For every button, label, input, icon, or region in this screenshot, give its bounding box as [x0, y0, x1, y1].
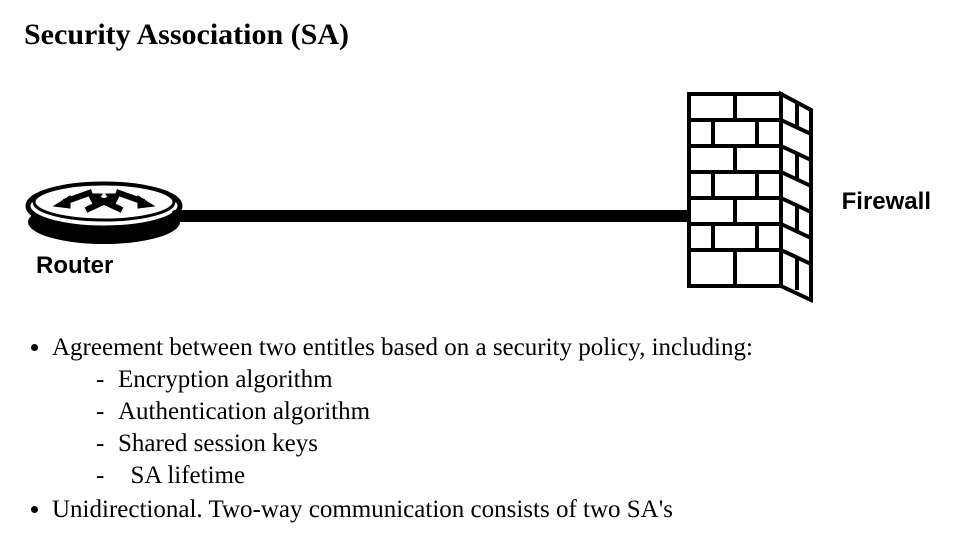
page-title: Security Association (SA): [24, 18, 935, 52]
firewall-label: Firewall: [842, 188, 931, 216]
sub-item-text: SA lifetime: [131, 462, 246, 489]
agreement-text: Agreement between two entitles based on …: [52, 334, 753, 361]
sub-item: -Shared session keys: [96, 428, 935, 460]
connection-line: [172, 210, 715, 222]
unidirectional-text: Unidirectional. Two-way communication co…: [52, 496, 673, 523]
router-icon: [24, 150, 184, 250]
firewall-icon: [685, 90, 815, 310]
list-item: Unidirectional. Two-way communication co…: [52, 494, 935, 526]
sub-item-text: Shared session keys: [118, 430, 318, 457]
sub-list: -Encryption algorithm -Authentication al…: [52, 364, 935, 492]
list-item: Agreement between two entitles based on …: [52, 332, 935, 492]
diagram-container: Router: [24, 80, 935, 320]
sub-item-text: Encryption algorithm: [118, 366, 333, 393]
router-label: Router: [36, 252, 113, 280]
sub-item: - SA lifetime: [96, 460, 935, 492]
bullet-list: Agreement between two entitles based on …: [24, 332, 935, 526]
sub-item: -Authentication algorithm: [96, 396, 935, 428]
sub-item-text: Authentication algorithm: [118, 398, 370, 425]
sub-item: -Encryption algorithm: [96, 364, 935, 396]
